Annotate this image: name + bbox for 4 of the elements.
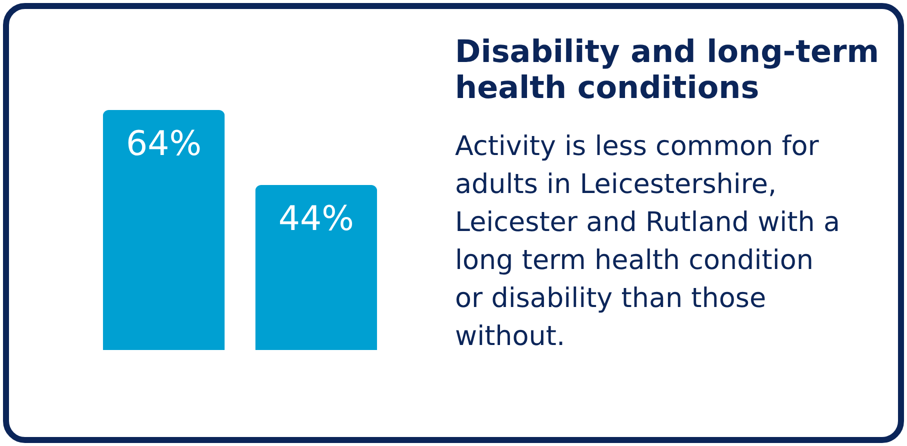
text: Activity is less common for adults in Leicestershire, Leicester and Rutland with a long term health condition or disability than those without. — [455, 130, 842, 354]
data-label: 44% — [278, 199, 354, 239]
data-label: 64% — [126, 124, 202, 164]
text: Disability and long-term health conditions — [455, 34, 880, 106]
